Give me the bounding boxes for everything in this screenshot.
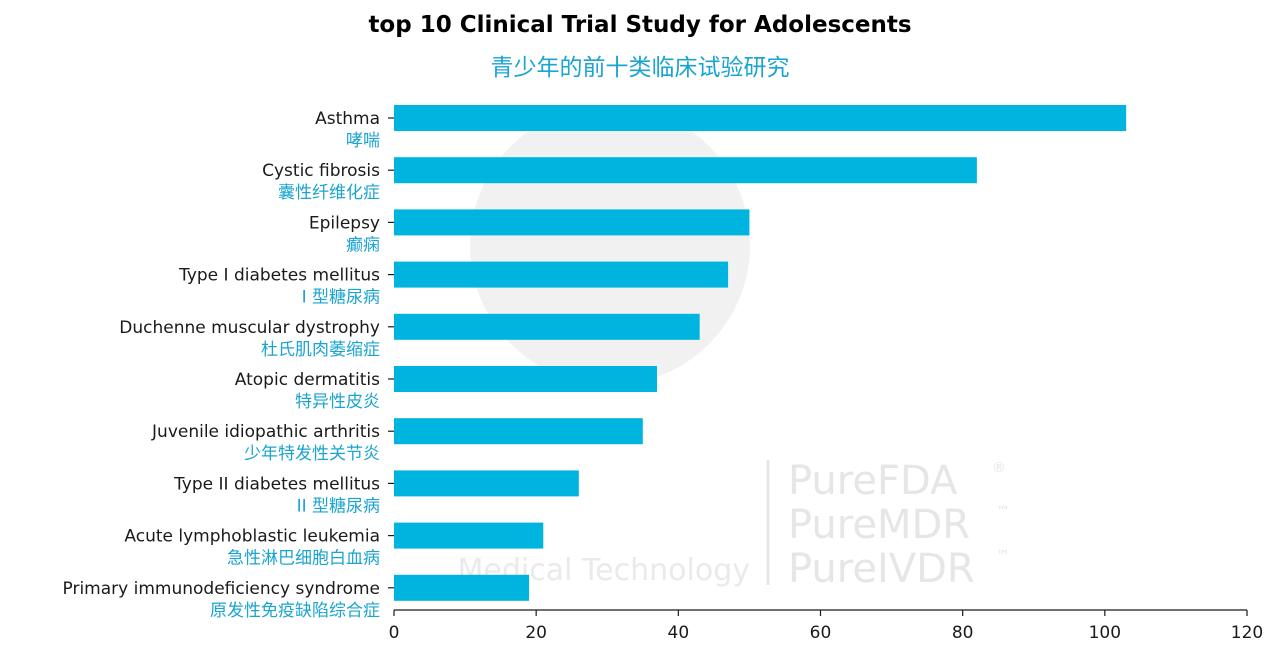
bar-2 xyxy=(394,157,977,184)
watermark-trademark-3: ™ xyxy=(996,548,1010,564)
x-tick-label-80: 80 xyxy=(952,623,974,643)
category-label-zh-10: 原发性免疫缺陷综合症 xyxy=(210,601,380,621)
category-label-en-4: Type I diabetes mellitus xyxy=(178,266,380,286)
watermark-brand-1: PureFDA xyxy=(788,458,958,504)
bar-1 xyxy=(394,105,1127,131)
x-tick-label-100: 100 xyxy=(1089,623,1121,643)
category-label-en-8: Type II diabetes mellitus xyxy=(173,474,380,494)
chart-title: top 10 Clinical Trial Study for Adolesce… xyxy=(368,12,912,38)
x-tick-label-20: 20 xyxy=(525,623,547,643)
category-label-zh-4: I 型糖尿病 xyxy=(302,288,380,308)
bar-10 xyxy=(394,574,530,601)
category-label-en-9: Acute lymphoblastic leukemia xyxy=(124,527,380,547)
category-label-zh-5: 杜氏肌肉萎缩症 xyxy=(261,340,380,360)
category-label-zh-6: 特异性皮炎 xyxy=(295,392,380,412)
category-label-zh-2: 囊性纤维化症 xyxy=(278,183,380,203)
category-label-en-1: Asthma xyxy=(315,109,380,129)
category-label-en-2: Cystic fibrosis xyxy=(262,161,380,181)
x-tick-label-120: 120 xyxy=(1231,623,1263,643)
x-tick-label-0: 0 xyxy=(389,623,400,643)
chart-subtitle: 青少年的前十类临床试验研究 xyxy=(490,55,790,81)
category-label-zh-9: 急性淋巴细胞白血病 xyxy=(227,549,380,569)
bar-7 xyxy=(394,418,643,445)
category-label-en-10: Primary immunodeficiency syndrome xyxy=(63,579,380,599)
watermark-brand-3: PureIVDR xyxy=(788,546,975,592)
bar-8 xyxy=(394,470,579,497)
category-label-zh-8: II 型糖尿病 xyxy=(297,496,380,516)
bar-3 xyxy=(394,209,750,236)
bar-6 xyxy=(394,366,658,392)
category-label-en-7: Juvenile idiopathic arthritis xyxy=(151,422,380,442)
watermark-brand-2: PureMDR xyxy=(788,502,970,548)
category-label-en-6: Atopic dermatitis xyxy=(235,370,380,390)
bar-4 xyxy=(394,261,729,288)
watermark-trademark-1: ® xyxy=(992,460,1006,476)
category-label-zh-7: 少年特发性关节炎 xyxy=(244,444,380,464)
category-label-en-3: Epilepsy xyxy=(309,213,380,233)
x-tick-label-40: 40 xyxy=(668,623,690,643)
x-tick-label-60: 60 xyxy=(810,623,832,643)
category-label-zh-3: 癫痫 xyxy=(346,235,380,255)
category-label-zh-1: 哮喘 xyxy=(346,131,380,151)
watermark-trademark-2: ™ xyxy=(996,504,1010,520)
category-label-en-5: Duchenne muscular dystrophy xyxy=(119,318,380,338)
bar-9 xyxy=(394,522,544,549)
bar-5 xyxy=(394,313,700,340)
